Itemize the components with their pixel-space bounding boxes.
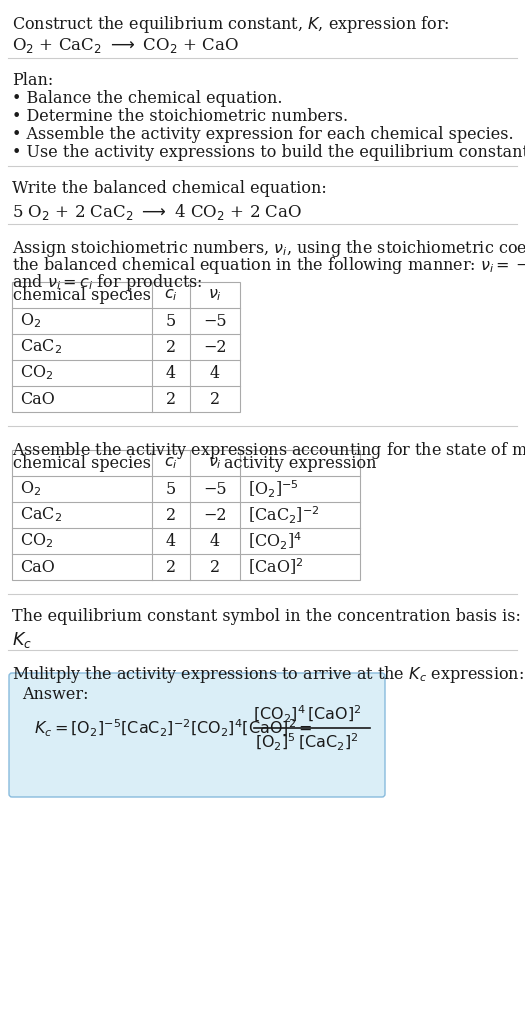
Text: 2: 2 — [166, 559, 176, 576]
Text: Write the balanced chemical equation:: Write the balanced chemical equation: — [12, 180, 327, 197]
Bar — [12, 282, 240, 412]
Text: −5: −5 — [203, 481, 227, 498]
Text: Construct the equilibrium constant, $K$, expression for:: Construct the equilibrium constant, $K$,… — [12, 14, 449, 35]
Text: CaC$_2$: CaC$_2$ — [20, 337, 62, 357]
Text: 4: 4 — [166, 365, 176, 382]
Text: −5: −5 — [203, 312, 227, 329]
Text: $[\mathrm{CO_2}]^4\,[\mathrm{CaO}]^2$: $[\mathrm{CO_2}]^4\,[\mathrm{CaO}]^2$ — [253, 703, 361, 724]
Text: $K_c$: $K_c$ — [12, 630, 32, 650]
Text: 4: 4 — [210, 532, 220, 549]
Text: −2: −2 — [203, 338, 227, 356]
Text: 5 O$_2$ + 2 CaC$_2$ $\longrightarrow$ 4 CO$_2$ + 2 CaO: 5 O$_2$ + 2 CaC$_2$ $\longrightarrow$ 4 … — [12, 202, 302, 222]
Text: 5: 5 — [166, 481, 176, 498]
Text: 4: 4 — [166, 532, 176, 549]
Text: 2: 2 — [166, 338, 176, 356]
Text: O$_2$: O$_2$ — [20, 480, 41, 498]
Text: [CO$_2$]$^{4}$: [CO$_2$]$^{4}$ — [248, 530, 302, 551]
Text: [O$_2$]$^{-5}$: [O$_2$]$^{-5}$ — [248, 479, 299, 500]
Text: 2: 2 — [210, 391, 220, 407]
Bar — [12, 450, 360, 580]
FancyBboxPatch shape — [9, 673, 385, 797]
Text: CaC$_2$: CaC$_2$ — [20, 506, 62, 524]
Text: • Determine the stoichiometric numbers.: • Determine the stoichiometric numbers. — [12, 108, 348, 125]
Text: • Balance the chemical equation.: • Balance the chemical equation. — [12, 90, 282, 107]
Text: Plan:: Plan: — [12, 72, 53, 89]
Text: CO$_2$: CO$_2$ — [20, 531, 54, 550]
Text: $\nu_i$: $\nu_i$ — [208, 454, 222, 472]
Text: CO$_2$: CO$_2$ — [20, 364, 54, 383]
Text: chemical species: chemical species — [13, 287, 151, 303]
Text: $[\mathrm{O_2}]^5\,[\mathrm{CaC_2}]^2$: $[\mathrm{O_2}]^5\,[\mathrm{CaC_2}]^2$ — [255, 731, 359, 752]
Text: • Assemble the activity expression for each chemical species.: • Assemble the activity expression for e… — [12, 126, 513, 143]
Text: CaO: CaO — [20, 559, 55, 576]
Text: Assign stoichiometric numbers, $\nu_i$, using the stoichiometric coefficients, $: Assign stoichiometric numbers, $\nu_i$, … — [12, 238, 525, 259]
Text: Answer:: Answer: — [22, 686, 89, 703]
Text: 2: 2 — [166, 391, 176, 407]
Text: 5: 5 — [166, 312, 176, 329]
Text: 2: 2 — [210, 559, 220, 576]
Text: [CaC$_2$]$^{-2}$: [CaC$_2$]$^{-2}$ — [248, 504, 320, 525]
Text: CaO: CaO — [20, 391, 55, 407]
Text: activity expression: activity expression — [224, 454, 376, 472]
Text: $c_i$: $c_i$ — [164, 454, 178, 472]
Text: [CaO]$^{2}$: [CaO]$^{2}$ — [248, 557, 303, 578]
Text: Mulitply the activity expressions to arrive at the $K_c$ expression:: Mulitply the activity expressions to arr… — [12, 664, 524, 685]
Text: $\nu_i$: $\nu_i$ — [208, 287, 222, 303]
Text: 2: 2 — [166, 506, 176, 523]
Text: Assemble the activity expressions accounting for the state of matter and $\nu_i$: Assemble the activity expressions accoun… — [12, 440, 525, 461]
Text: $c_i$: $c_i$ — [164, 287, 178, 303]
Text: • Use the activity expressions to build the equilibrium constant expression.: • Use the activity expressions to build … — [12, 144, 525, 161]
Text: 4: 4 — [210, 365, 220, 382]
Text: $K_c = [\mathrm{O_2}]^{-5}[\mathrm{CaC_2}]^{-2}[\mathrm{CO_2}]^{4}[\mathrm{CaO}]: $K_c = [\mathrm{O_2}]^{-5}[\mathrm{CaC_2… — [34, 717, 312, 738]
Text: The equilibrium constant symbol in the concentration basis is:: The equilibrium constant symbol in the c… — [12, 608, 521, 625]
Text: the balanced chemical equation in the following manner: $\nu_i = -c_i$ for react: the balanced chemical equation in the fo… — [12, 255, 525, 276]
Text: −2: −2 — [203, 506, 227, 523]
Text: O$_2$: O$_2$ — [20, 312, 41, 330]
Text: chemical species: chemical species — [13, 454, 151, 472]
Text: O$_2$ + CaC$_2$ $\longrightarrow$ CO$_2$ + CaO: O$_2$ + CaC$_2$ $\longrightarrow$ CO$_2$… — [12, 36, 239, 55]
Text: and $\nu_i = c_i$ for products:: and $\nu_i = c_i$ for products: — [12, 272, 203, 293]
